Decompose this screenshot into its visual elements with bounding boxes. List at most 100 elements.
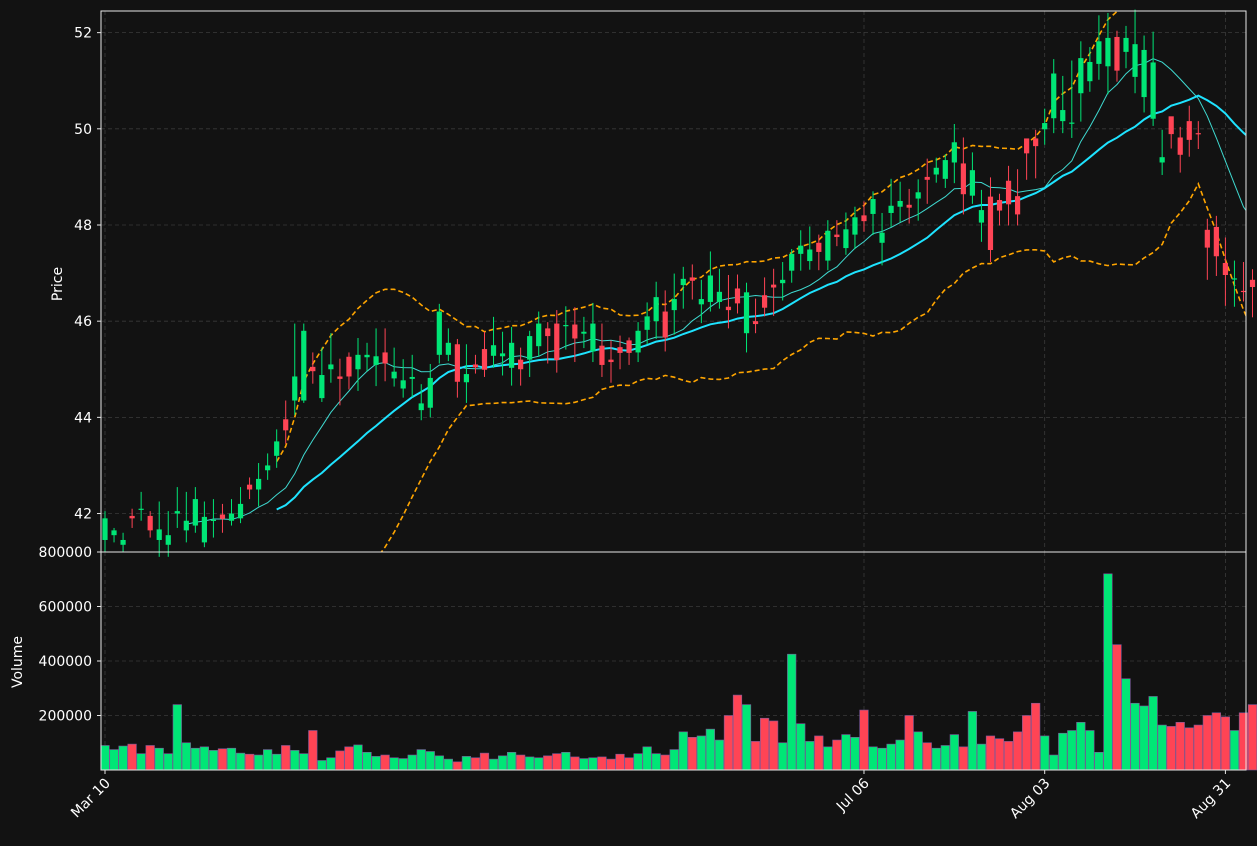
candle: [481, 331, 488, 377]
candle: [545, 322, 551, 364]
volume-bar: [235, 752, 246, 771]
candle-body: [960, 163, 966, 195]
candle: [490, 316, 497, 368]
price-panel-frame: [100, 10, 1247, 553]
candle-body: [120, 539, 126, 545]
candle: [301, 323, 307, 403]
volume-bar: [561, 751, 571, 771]
volume-tick-label: 800000: [39, 545, 92, 561]
candle-body: [888, 205, 894, 213]
volume-bar: [506, 751, 517, 771]
volume-bar: [985, 735, 996, 771]
candle: [870, 191, 876, 236]
volume-bar: [904, 715, 914, 771]
volume-bar: [199, 746, 209, 771]
candle-body: [780, 279, 786, 284]
volume-bar: [967, 711, 978, 771]
candle: [563, 306, 569, 350]
price-tick-label: 48: [74, 218, 92, 234]
candle-body: [707, 275, 713, 302]
candle: [960, 137, 966, 215]
volume-bar: [317, 760, 327, 771]
candle-body: [1231, 278, 1238, 280]
candle-body: [1204, 229, 1210, 248]
candle-body: [346, 356, 352, 377]
candle: [364, 342, 370, 372]
candle-body: [481, 349, 488, 370]
candle-body: [536, 323, 542, 347]
candle: [147, 511, 153, 538]
candle: [1087, 47, 1093, 92]
candle: [228, 499, 235, 526]
candle: [969, 152, 976, 204]
candle: [138, 491, 144, 521]
volume-bar: [1022, 715, 1032, 771]
candle-body: [617, 347, 623, 353]
candle-body: [798, 245, 804, 254]
volume-bar: [732, 694, 743, 771]
candle-body: [490, 345, 497, 356]
candle: [373, 328, 379, 387]
volume-bar: [516, 754, 526, 771]
candle-body: [292, 376, 298, 401]
candle: [707, 251, 713, 312]
candle: [689, 264, 695, 300]
candle-body: [463, 374, 470, 383]
candle-body: [436, 311, 442, 355]
volume-bar: [994, 738, 1005, 771]
volume-bar: [976, 743, 987, 771]
candle: [852, 206, 858, 250]
candle: [355, 338, 361, 391]
candle: [1105, 12, 1111, 95]
candle-body: [256, 478, 262, 490]
candle: [1231, 260, 1238, 307]
volume-bar: [1220, 716, 1231, 771]
volume-bar: [371, 756, 381, 771]
candle-body: [301, 330, 307, 401]
candle: [1033, 129, 1039, 179]
volume-bar: [669, 749, 679, 771]
volume-bar: [443, 758, 453, 771]
volume-bar: [172, 704, 182, 771]
candle: [554, 310, 560, 373]
candle: [454, 338, 460, 398]
candle: [915, 179, 921, 221]
candle: [201, 501, 207, 548]
volume-bar: [1247, 704, 1257, 771]
ma-long-line: [276, 94, 1246, 511]
candle: [1123, 25, 1129, 69]
candle-body: [1005, 180, 1012, 205]
candle-body: [1141, 49, 1147, 98]
x-tick-label: Aug 31: [1188, 776, 1234, 822]
volume-bar: [814, 735, 824, 771]
candle: [111, 527, 117, 543]
candle: [1222, 237, 1229, 306]
volume-bar: [895, 739, 905, 771]
x-tick-labels: Mar 10 Jul 06 Aug 03 Aug 31: [68, 770, 1234, 822]
volume-bar: [1040, 735, 1050, 771]
candle: [400, 359, 406, 398]
volume-bar: [1175, 722, 1185, 771]
volume-bar: [163, 753, 173, 771]
candle: [1096, 15, 1102, 80]
volume-bar: [217, 748, 228, 771]
candle-body: [265, 465, 271, 471]
candle: [906, 188, 912, 224]
candle-body: [409, 376, 415, 379]
candle-body: [1060, 110, 1066, 122]
volume-bar: [1049, 754, 1059, 771]
volume-bar: [651, 753, 661, 771]
candle: [328, 333, 334, 383]
candle: [996, 193, 1003, 226]
candle-body: [942, 160, 948, 179]
candle: [174, 487, 180, 528]
price-tick-label: 44: [74, 410, 92, 426]
volume-bar: [606, 758, 616, 771]
volume-bar: [543, 755, 553, 771]
candle-body: [725, 306, 732, 311]
candle: [319, 347, 325, 402]
volume-bar: [940, 745, 950, 771]
candle-body: [608, 359, 614, 363]
volume-bar: [344, 746, 354, 771]
candle: [1159, 129, 1165, 175]
